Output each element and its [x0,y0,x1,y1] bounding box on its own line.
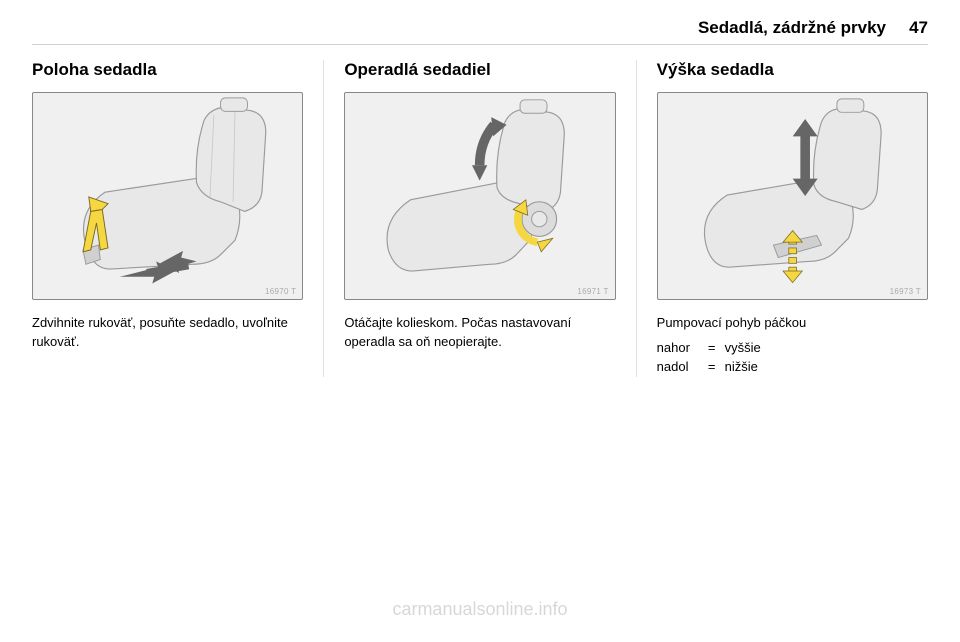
definition-row: nadol = nižšie [657,358,928,377]
seat-position-illustration [33,93,302,299]
def-key: nahor [657,339,699,358]
definition-list: nahor = vyššie nadol = nižšie [657,339,928,377]
column-title: Operadlá sedadiel [344,60,615,80]
caption: Pumpovací pohyb páčkou [657,314,928,333]
def-key: nadol [657,358,699,377]
page-header: Sedadlá, zádržné prvky 47 [32,18,928,48]
def-value: vyššie [725,339,761,358]
figure-seat-position: 16970 T [32,92,303,300]
chapter-title: Sedadlá, zádržné prvky [698,18,886,38]
definition-row: nahor = vyššie [657,339,928,358]
seat-height-illustration [658,93,927,299]
content-columns: Poloha sedadla [32,60,928,377]
def-value: nižšie [725,358,758,377]
header-divider [32,44,928,45]
caption: Otáčajte kolieskom. Počas nastavovaní op… [344,314,615,352]
column-title: Poloha sedadla [32,60,303,80]
figure-number: 16970 T [265,287,296,296]
column-seat-position: Poloha sedadla [32,60,303,377]
figure-number: 16973 T [890,287,921,296]
figure-seat-backrest: 16971 T [344,92,615,300]
watermark-text: carmanualsonline.info [0,599,960,620]
def-eq: = [705,358,719,377]
column-divider [636,60,637,377]
seat-backrest-illustration [345,93,614,299]
def-eq: = [705,339,719,358]
column-divider [323,60,324,377]
column-title: Výška sedadla [657,60,928,80]
manual-page: Sedadlá, zádržné prvky 47 Poloha sedadla [0,0,960,642]
column-seat-backrest: Operadlá sedadiel [344,60,615,377]
column-seat-height: Výška sedadla [657,60,928,377]
figure-seat-height: 16973 T [657,92,928,300]
figure-number: 16971 T [577,287,608,296]
page-number: 47 [909,18,928,38]
caption: Zdvihnite rukoväť, posuňte sedadlo, uvoľ… [32,314,303,352]
